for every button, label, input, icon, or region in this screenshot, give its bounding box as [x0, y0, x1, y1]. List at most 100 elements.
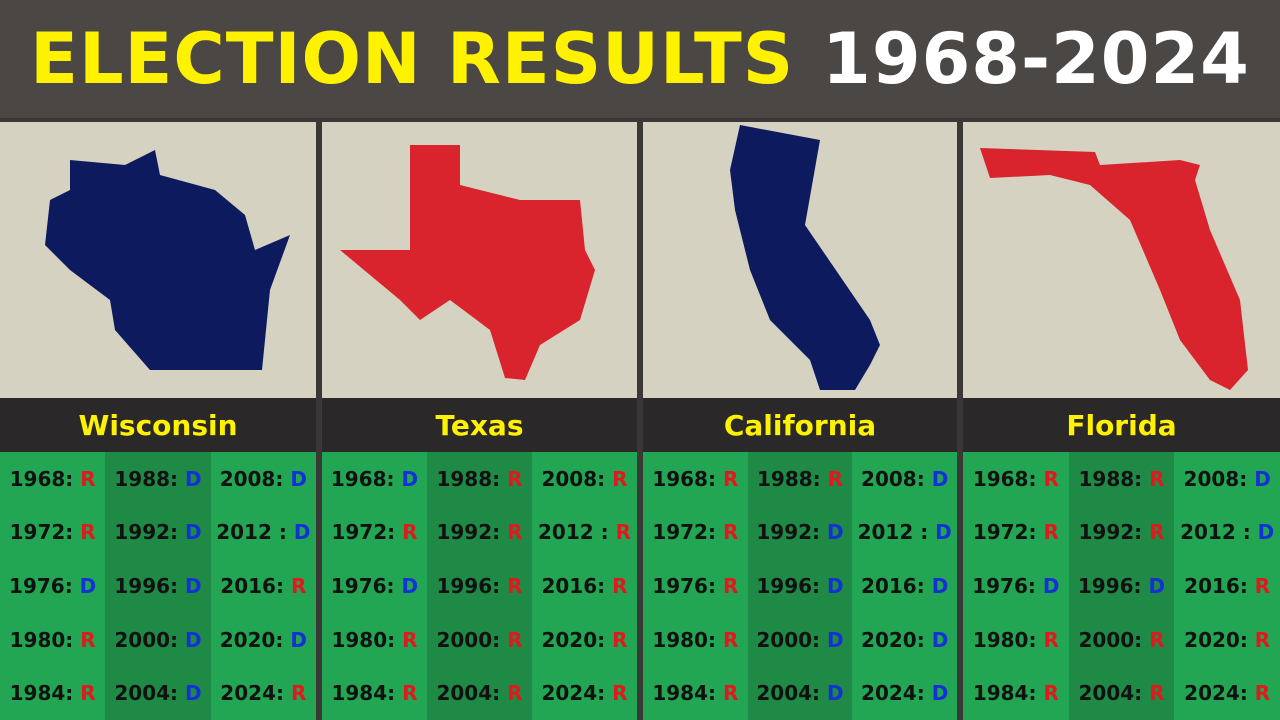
- result-entry: 1988: R: [1078, 467, 1164, 491]
- result-entry: 1992: R: [436, 520, 522, 544]
- result-letter: R: [722, 466, 739, 491]
- result-entry: 1996: D: [756, 574, 843, 598]
- year-label: 1988:: [114, 466, 179, 491]
- result-entry: 2004: D: [114, 681, 201, 705]
- result-letter: D: [827, 681, 844, 706]
- result-entry: 1992: D: [114, 520, 201, 544]
- result-letter: R: [507, 681, 523, 706]
- year-label: 2012 :: [216, 520, 287, 545]
- result-letter: D: [401, 466, 419, 491]
- result-letter: D: [401, 573, 419, 598]
- year-label: 1984:: [652, 681, 716, 706]
- year-label: 2020:: [861, 627, 925, 652]
- year-label: 2016:: [861, 573, 925, 598]
- results-column: 1968: D 1972: R 1976: D 1980: R 1984: R: [322, 452, 427, 720]
- result-entry: 2008: D: [1184, 467, 1271, 491]
- result-entry: 1980: R: [652, 628, 738, 652]
- result-letter: R: [612, 466, 628, 491]
- results-column: 1968: R 1972: R 1976: D 1980: R 1984: R: [963, 452, 1069, 720]
- result-entry: 2008: D: [220, 467, 307, 491]
- result-entry: 2000: D: [114, 628, 201, 652]
- result-entry: 1980: R: [10, 628, 96, 652]
- year-label: 2004:: [756, 681, 821, 706]
- state-panel: Texas 1968: D 1972: R 1976: D 1980: R 1984: R…: [322, 122, 637, 720]
- result-letter: D: [290, 466, 307, 491]
- result-entry: 2024: D: [861, 681, 948, 705]
- year-label: 2000:: [436, 627, 501, 652]
- result-letter: D: [290, 627, 307, 652]
- result-entry: 2024: R: [541, 681, 627, 705]
- result-entry: 1996: D: [1078, 574, 1165, 598]
- result-letter: D: [293, 520, 311, 545]
- result-letter: D: [1254, 466, 1271, 491]
- result-entry: 1976: R: [652, 574, 738, 598]
- result-letter: D: [1148, 573, 1166, 598]
- result-entry: 1988: D: [114, 467, 201, 491]
- result-letter: D: [185, 681, 202, 706]
- result-entry: 2008: R: [541, 467, 627, 491]
- year-label: 1980:: [652, 627, 716, 652]
- result-entry: 2016: D: [861, 574, 948, 598]
- year-label: 2012 :: [1180, 520, 1251, 545]
- result-letter: D: [827, 573, 844, 598]
- year-label: 2016:: [1184, 573, 1248, 598]
- state-name: Wisconsin: [0, 398, 316, 452]
- result-letter: R: [1043, 466, 1059, 491]
- result-entry: 2004: D: [756, 681, 843, 705]
- year-label: 1980:: [331, 627, 396, 652]
- result-letter: R: [402, 681, 418, 706]
- result-letter: R: [615, 520, 631, 545]
- result-entry: 1984: R: [973, 681, 1059, 705]
- result-entry: 2000: R: [1078, 628, 1164, 652]
- year-label: 1988:: [436, 466, 501, 491]
- california-map: [730, 125, 880, 390]
- result-entry: 1976: D: [331, 574, 418, 598]
- year-label: 1996:: [1077, 573, 1142, 598]
- year-label: 1984:: [9, 681, 74, 706]
- year-label: 1972:: [972, 520, 1037, 545]
- state-name: Florida: [963, 398, 1280, 452]
- result-entry: 1976: D: [9, 574, 96, 598]
- year-label: 1988:: [756, 466, 821, 491]
- result-letter: R: [507, 627, 523, 652]
- result-letter: D: [931, 466, 949, 491]
- year-label: 2008:: [1183, 466, 1248, 491]
- results-column: 2008: R 2012 : R 2016: R 2020: R 2024: R: [532, 452, 637, 720]
- year-label: 2000:: [114, 627, 179, 652]
- year-label: 2020:: [219, 627, 284, 652]
- year-label: 1996:: [436, 573, 501, 598]
- year-label: 1996:: [756, 573, 821, 598]
- year-label: 1980:: [972, 627, 1037, 652]
- result-entry: 1992: R: [1078, 520, 1164, 544]
- results-column: 1988: R 1992: R 1996: R 2000: R 2004: R: [427, 452, 532, 720]
- result-entry: 1972: R: [331, 520, 417, 544]
- title-main: ELECTION RESULTS: [30, 18, 795, 100]
- year-label: 2008:: [541, 466, 606, 491]
- result-letter: D: [185, 627, 202, 652]
- result-letter: R: [722, 573, 739, 598]
- result-letter: R: [507, 573, 523, 598]
- year-label: 2024:: [1184, 681, 1248, 706]
- result-entry: 1980: R: [331, 628, 417, 652]
- year-label: 2008:: [861, 466, 925, 491]
- result-entry: 1996: D: [114, 574, 201, 598]
- result-letter: R: [290, 681, 307, 706]
- result-letter: D: [185, 520, 202, 545]
- result-entry: 2020: D: [220, 628, 307, 652]
- year-label: 2008:: [219, 466, 284, 491]
- result-entry: 1972: R: [10, 520, 96, 544]
- result-letter: D: [935, 520, 952, 545]
- year-label: 2004:: [1078, 681, 1143, 706]
- result-letter: R: [1149, 466, 1165, 491]
- result-letter: R: [290, 573, 307, 598]
- results-column: 1988: R 1992: D 1996: D 2000: D 2004: D: [747, 452, 853, 720]
- year-label: 1968:: [9, 466, 74, 491]
- result-entry: 1980: R: [973, 628, 1059, 652]
- year-label: 1992:: [756, 520, 821, 545]
- result-letter: D: [1257, 520, 1275, 545]
- result-entry: 2004: R: [436, 681, 522, 705]
- year-label: 1988:: [1078, 466, 1143, 491]
- year-label: 1996:: [114, 573, 179, 598]
- result-entry: 2020: D: [861, 628, 948, 652]
